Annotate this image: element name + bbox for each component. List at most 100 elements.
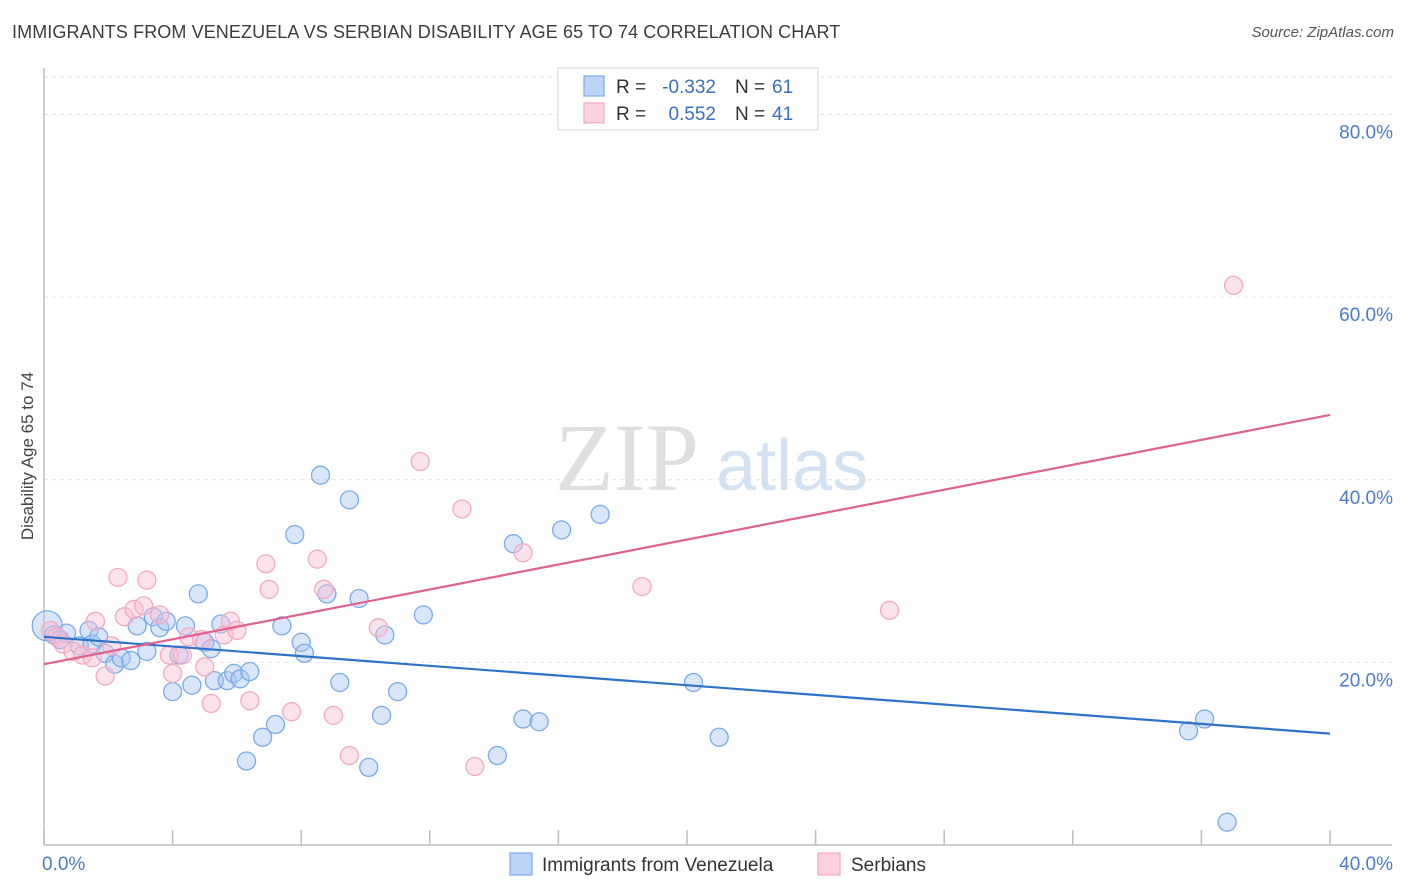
chart-source: Source: ZipAtlas.com bbox=[1251, 24, 1394, 41]
data-point bbox=[310, 465, 331, 485]
data-point bbox=[371, 705, 392, 725]
x-ticks bbox=[43, 830, 1331, 845]
data-point bbox=[590, 504, 610, 525]
data-point bbox=[236, 751, 257, 771]
legend-swatch-serbians bbox=[817, 852, 841, 876]
data-point bbox=[359, 757, 379, 778]
data-point bbox=[281, 702, 302, 722]
stats-r-value-venezuela: -0.332 bbox=[662, 77, 716, 98]
stats-box: R = -0.332 N = 61 R = 0.552 N = 41 bbox=[557, 67, 819, 131]
data-point bbox=[683, 672, 704, 693]
data-point bbox=[172, 645, 192, 665]
data-point bbox=[294, 643, 315, 663]
data-point bbox=[108, 567, 128, 588]
data-point bbox=[240, 691, 260, 711]
data-point bbox=[368, 618, 389, 638]
data-point bbox=[330, 672, 350, 693]
data-point bbox=[375, 625, 395, 645]
data-point bbox=[452, 499, 472, 519]
chart-title: IMMIGRANTS FROM VENEZUELA VS SERBIAN DIS… bbox=[12, 22, 841, 42]
data-point bbox=[551, 520, 572, 540]
data-point bbox=[387, 681, 408, 702]
data-point bbox=[1223, 275, 1244, 295]
data-point bbox=[182, 675, 202, 695]
data-point bbox=[162, 663, 183, 683]
data-point bbox=[272, 616, 292, 636]
stats-n-label-serbians: N = bbox=[735, 104, 765, 125]
data-points bbox=[31, 275, 1244, 832]
data-point bbox=[465, 756, 485, 777]
axes bbox=[43, 68, 1392, 846]
y-axis-label: Disability Age 65 to 74 bbox=[18, 372, 37, 540]
data-point bbox=[134, 596, 154, 616]
y-tick-labels: 20.0% 40.0% 60.0% 80.0% bbox=[1339, 123, 1393, 692]
data-point bbox=[95, 666, 115, 686]
stats-n-value-serbians: 41 bbox=[772, 104, 793, 125]
data-point bbox=[413, 605, 434, 625]
data-point bbox=[252, 727, 273, 747]
data-point bbox=[307, 549, 327, 569]
data-point bbox=[227, 620, 247, 641]
stats-swatch-venezuela bbox=[583, 75, 605, 97]
data-point bbox=[114, 607, 135, 627]
data-point bbox=[240, 661, 260, 682]
data-point bbox=[487, 745, 507, 766]
data-point bbox=[175, 616, 196, 636]
data-point bbox=[709, 727, 729, 747]
data-point bbox=[121, 650, 141, 671]
legend-label-venezuela: Immigrants from Venezuela bbox=[542, 855, 774, 876]
data-point bbox=[82, 648, 102, 668]
legend-swatch-venezuela bbox=[509, 852, 533, 876]
y-tick-label: 80.0% bbox=[1339, 123, 1393, 144]
y-tick-label: 40.0% bbox=[1339, 488, 1393, 509]
data-point bbox=[230, 669, 250, 689]
data-point bbox=[323, 705, 344, 725]
x-tick-label: 40.0% bbox=[1339, 854, 1393, 875]
data-point bbox=[513, 543, 533, 563]
stats-n-label-venezuela: N = bbox=[735, 77, 765, 98]
legend: Immigrants from Venezuela Serbians bbox=[509, 852, 926, 876]
stats-r-label-venezuela: R = bbox=[616, 77, 646, 98]
stats-swatch-serbians bbox=[583, 102, 605, 124]
data-point bbox=[188, 584, 208, 604]
legend-label-serbians: Serbians bbox=[851, 855, 926, 876]
data-point bbox=[291, 632, 311, 652]
trend-line-venezuela bbox=[43, 635, 1331, 735]
data-point bbox=[265, 714, 286, 735]
series-serbians bbox=[40, 275, 1244, 777]
watermark-atlas: atlas bbox=[716, 426, 868, 506]
watermark-zip: ZIP bbox=[555, 404, 699, 511]
trend-lines bbox=[43, 413, 1331, 735]
x-tick-labels: 0.0% 40.0% bbox=[42, 854, 1393, 875]
data-point bbox=[137, 641, 157, 662]
data-point bbox=[285, 524, 305, 545]
x-tick-label: 0.0% bbox=[42, 854, 85, 875]
data-point bbox=[1217, 812, 1237, 832]
data-point bbox=[259, 579, 279, 599]
data-point bbox=[150, 605, 170, 625]
data-point bbox=[339, 490, 360, 510]
data-point bbox=[410, 451, 430, 472]
data-point bbox=[529, 712, 549, 732]
data-point bbox=[1178, 721, 1199, 741]
trend-line-serbians bbox=[43, 413, 1331, 666]
stats-r-label-serbians: R = bbox=[616, 104, 646, 125]
data-point bbox=[162, 681, 183, 702]
data-point bbox=[314, 579, 334, 599]
y-tick-label: 60.0% bbox=[1339, 305, 1393, 326]
data-point bbox=[339, 745, 360, 766]
data-point bbox=[201, 693, 221, 714]
y-tick-label: 20.0% bbox=[1339, 670, 1393, 691]
stats-n-value-venezuela: 61 bbox=[772, 77, 793, 98]
stats-r-value-serbians: 0.552 bbox=[668, 104, 716, 125]
data-point bbox=[632, 576, 652, 597]
data-point bbox=[513, 709, 533, 729]
data-point bbox=[256, 554, 276, 574]
data-point bbox=[195, 657, 215, 677]
data-point bbox=[137, 570, 157, 590]
data-point bbox=[879, 600, 900, 620]
data-point bbox=[85, 611, 106, 631]
watermark: ZIP atlas bbox=[555, 404, 868, 511]
gridlines bbox=[44, 76, 1392, 663]
